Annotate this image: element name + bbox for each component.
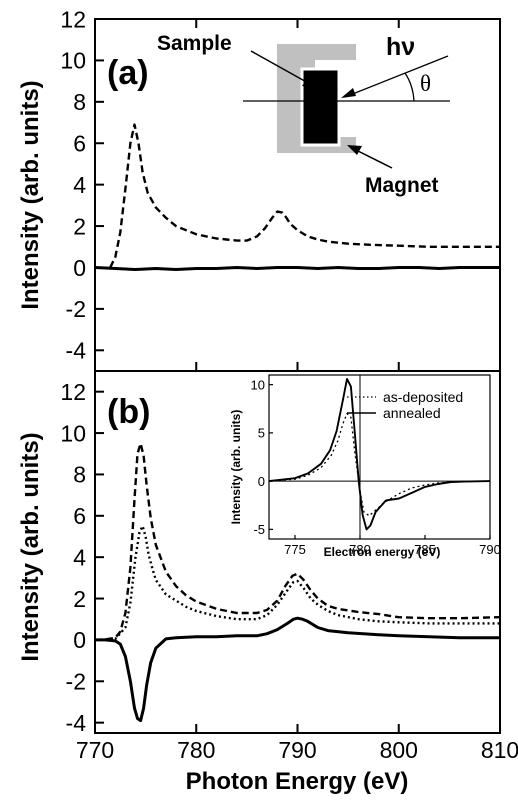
panel-b-y-tick-label: -4 [66,710,87,736]
panel-b-series-dashed-line [94,442,501,642]
magnet-shape [277,44,356,153]
panel-b-x-tick-label: 810 [481,737,518,763]
panel-b-x-tick-label: 790 [278,737,316,763]
panel-b-y-tick-label: 0 [73,627,86,653]
panel-b-label: (b) [107,393,150,431]
panel-a-y-tick-label: 6 [73,131,86,157]
inset-y-tick-label: 5 [258,426,265,441]
sample-pointer-arrowhead [302,78,316,88]
panel-a-y-tick-label: 12 [60,6,86,32]
panel-a-y-tick-label: 2 [73,213,86,239]
panel-a-label: (a) [107,54,149,92]
panel-b-y-tick-label: 4 [73,544,86,570]
panel-b-y-axis-title: Intensity (arb. units) [17,432,44,661]
magnet-label: Magnet [365,174,439,197]
panel-a-y-tick-label: 10 [60,48,86,74]
panel-b-x-tick-label: 770 [76,737,114,763]
inset-y-tick-label: 0 [258,474,265,489]
photon-label: hν [386,33,415,61]
panel-a-y-tick-label: -4 [66,338,87,364]
photon-beam-line [344,55,449,98]
experiment-schematic: Sample Magnet hν θ [157,32,450,197]
panel-b-y-tick-label: 6 [73,503,86,529]
sample-pointer-line [250,50,311,85]
panel-b-series-solid-line [95,616,500,723]
angle-arc [404,72,415,102]
inset-y-tick-label: -5 [253,522,265,537]
panel-b-x-tick-label: 780 [177,737,215,763]
angle-label: θ [420,71,431,96]
sample-label: Sample [157,32,232,55]
panel-a-y-tick-label: 4 [73,172,86,198]
inset-legend-label-annealed: annealed [383,405,441,421]
panel-b-y-tick-label: -2 [66,669,86,695]
panel-b-y-tick-label: 2 [73,586,86,612]
inset-x-tick-label: 785 [414,542,436,557]
panel-b-x-tick-label: 800 [380,737,418,763]
panel-a-series-solid-line [94,266,500,271]
panel-a-y-tick-label: 8 [73,89,86,115]
inset-series-solid-line [268,377,491,531]
magnet-pointer-arrowhead [347,145,362,155]
panel-a-y-tick-label: 0 [73,255,86,281]
panel-b-series-dotted-line [94,524,500,642]
inset-x-axis-title: Electron energy (eV) [324,545,441,559]
inset-x-tick-label: 775 [284,542,306,557]
inset-legend-label-as-deposited: as-deposited [383,389,463,405]
panel-a-series-dashed-line [109,123,500,269]
panel-b-y-tick-label: 8 [73,462,86,488]
panel-a-y-tick-label: -2 [66,296,86,322]
x-axis-title: Photon Energy (eV) [186,768,409,795]
inset-y-tick-label: 10 [251,377,265,392]
panel-a-y-axis-title: Intensity (arb. units) [17,80,44,309]
panel-b-y-tick-label: 12 [60,379,86,405]
inset-plot-frame [268,374,491,540]
inset-x-tick-label: 780 [349,542,371,557]
inset-x-tick-label: 790 [479,542,501,557]
inset-y-axis-title: Intensity (arb. units) [229,410,243,525]
photon-beam-arrowhead [341,88,356,98]
panel-b-y-tick-label: 10 [60,420,86,446]
